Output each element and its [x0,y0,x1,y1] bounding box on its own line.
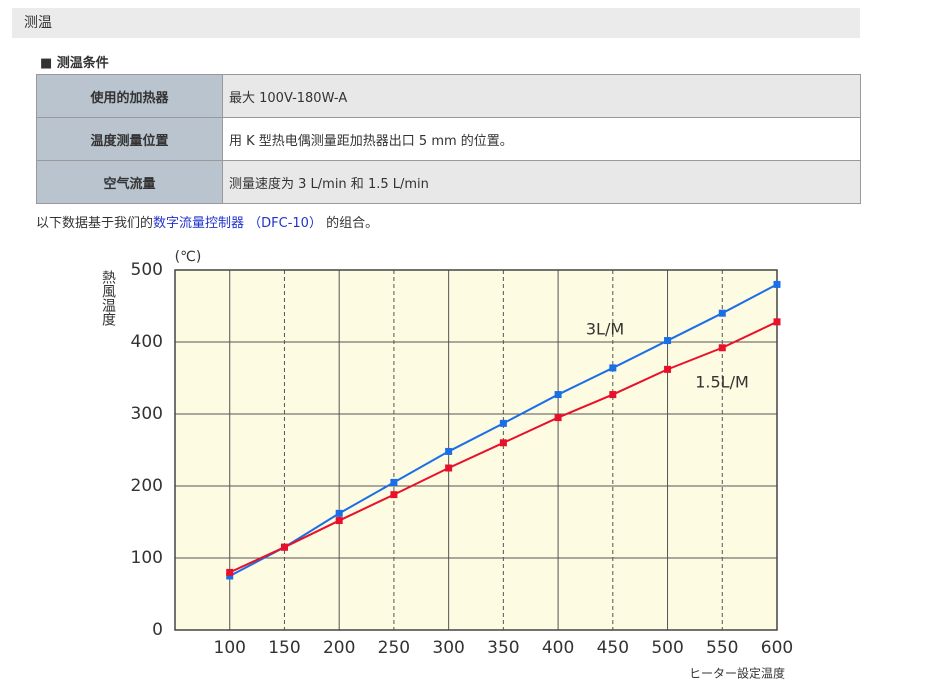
table-row: 温度测量位置用 K 型热电偶测量距加热器出口 5 mm 的位置。 [36,117,861,161]
table-row: 使用的加热器 最大 100V-180W-A [36,74,861,118]
data-point [335,517,343,525]
series-label: 1.5L/M [695,373,749,392]
data-point [773,318,781,326]
data-point [718,309,726,317]
y-tick-label: 500 [131,260,163,280]
data-point [390,478,398,486]
y-tick-label: 100 [131,548,163,568]
x-tick-label: 300 [432,638,464,658]
data-point [499,439,507,447]
data-point [445,464,453,472]
subsection-title: ■ 测温条件 [40,56,109,71]
data-point [664,337,672,345]
y-axis-title: 熱風温度 [100,270,116,326]
x-tick-label: 200 [323,638,355,658]
data-point [609,364,617,372]
y-unit: (℃) [175,249,202,265]
x-tick-label: 250 [378,638,410,658]
data-point [609,391,617,399]
x-axis-title: ヒーター設定温度 [689,666,785,681]
data-point [445,447,453,455]
note: 以下数据基于我们的数字流量控制器 （DFC-10） 的组合。 [36,212,378,231]
row-value: 用 K 型热电偶测量距加热器出口 5 mm 的位置。 [222,117,861,161]
row-value: 测量速度为 3 L/min 和 1.5 L/min [222,160,861,204]
section-header: 测温 [12,8,860,38]
data-point [390,491,398,499]
x-tick-label: 400 [542,638,574,658]
data-point [664,365,672,373]
row-header: 温度测量位置 [36,117,223,161]
conditions-table: 使用的加热器 最大 100V-180W-A 温度测量位置用 K 型热电偶测量距加热… [36,74,861,204]
data-point [335,509,343,517]
plot-border [174,269,778,631]
data-point [773,280,781,288]
x-tick-label: 500 [651,638,683,658]
row-value: 最大 100V-180W-A [222,74,861,118]
x-tick-label: 450 [597,638,629,658]
table-row: 空气流量 测量速度为 3 L/min 和 1.5 L/min [36,160,861,204]
y-tick-label: 200 [131,476,163,496]
data-point [499,419,507,427]
y-tick-label: 300 [131,404,163,424]
note-text: 的组合。 [321,216,379,231]
data-point [226,568,234,576]
data-point [718,344,726,352]
row-header: 空气流量 [36,160,223,204]
product-link[interactable]: 数字流量控制器 （DFC-10） [153,216,322,231]
series-label: 3L/M [586,320,624,339]
data-point [280,543,288,551]
y-tick-label: 0 [152,620,163,640]
row-header: 使用的加热器 [36,74,223,118]
data-point [554,391,562,399]
x-tick-label: 150 [268,638,300,658]
x-tick-label: 550 [706,638,738,658]
x-tick-label: 350 [487,638,519,658]
chart: (℃) 熱風温度 (℃) ヒーター設定温度 010020030040050010… [100,249,793,681]
data-point [554,414,562,422]
x-tick-label: 600 [761,638,793,658]
note-text: 以下数据基于我们的 [36,216,154,231]
data-point [226,572,234,580]
plot-area [175,270,777,630]
y-tick-label: 400 [131,332,163,352]
x-tick-label: 100 [214,638,246,658]
